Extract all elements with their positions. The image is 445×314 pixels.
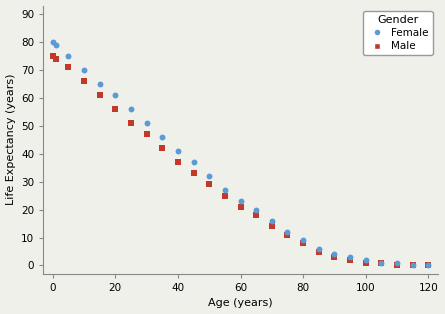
Point	[315, 249, 322, 254]
Point	[268, 218, 275, 223]
Point	[206, 182, 213, 187]
Point	[49, 53, 56, 58]
Point	[174, 149, 182, 154]
Point	[299, 238, 307, 243]
Point	[49, 39, 56, 44]
Y-axis label: Life Expectancy (years): Life Expectancy (years)	[5, 74, 16, 205]
Legend: Female, Male: Female, Male	[363, 11, 433, 55]
Point	[299, 241, 307, 246]
Point	[378, 260, 385, 265]
Point	[253, 213, 260, 218]
Point	[127, 121, 134, 126]
Point	[221, 193, 228, 198]
Point	[253, 207, 260, 212]
Point	[284, 230, 291, 235]
Point	[190, 171, 197, 176]
Point	[378, 260, 385, 265]
Point	[347, 255, 354, 260]
X-axis label: Age (years): Age (years)	[208, 298, 273, 308]
Point	[425, 263, 432, 268]
Point	[159, 146, 166, 151]
Point	[331, 252, 338, 257]
Point	[331, 255, 338, 260]
Point	[362, 257, 369, 263]
Point	[112, 93, 119, 98]
Point	[393, 263, 400, 268]
Point	[284, 232, 291, 237]
Point	[143, 132, 150, 137]
Point	[347, 257, 354, 263]
Point	[81, 78, 88, 84]
Point	[96, 81, 103, 86]
Point	[425, 263, 432, 268]
Point	[52, 42, 59, 47]
Point	[393, 260, 400, 265]
Point	[112, 106, 119, 111]
Point	[127, 106, 134, 111]
Point	[409, 263, 416, 268]
Point	[52, 56, 59, 61]
Point	[81, 67, 88, 72]
Point	[96, 93, 103, 98]
Point	[65, 53, 72, 58]
Point	[237, 199, 244, 204]
Point	[159, 134, 166, 139]
Point	[315, 246, 322, 251]
Point	[206, 174, 213, 179]
Point	[237, 204, 244, 209]
Point	[143, 121, 150, 126]
Point	[268, 224, 275, 229]
Point	[65, 65, 72, 70]
Point	[174, 160, 182, 165]
Point	[190, 160, 197, 165]
Point	[362, 260, 369, 265]
Point	[409, 263, 416, 268]
Point	[221, 187, 228, 192]
